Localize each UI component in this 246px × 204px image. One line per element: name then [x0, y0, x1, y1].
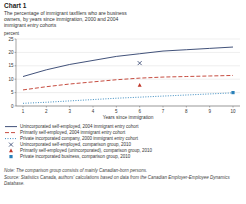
x-tick-label: 8 — [185, 109, 188, 114]
grid-line — [16, 92, 240, 93]
y-tick-label: 10 — [8, 77, 14, 82]
y-axis-label: percent — [4, 31, 20, 36]
axes: 0 5 10 15 20 25 1 2 3 4 5 6 7 8 9 10 Years since immigra… — [8, 37, 240, 121]
point — [138, 83, 142, 87]
series-line — [23, 75, 233, 89]
point — [138, 61, 142, 65]
x-tick-label: 9 — [208, 109, 211, 114]
grid-line — [16, 52, 240, 53]
legend-label: Primarily self-employed, 2004 immigrant … — [20, 130, 126, 135]
legend-item: Primarily self-employed (unincorporated)… — [9, 148, 153, 153]
legend-label: Primarily self-employed (unincorporated)… — [20, 148, 153, 153]
x-axis-label: Years since immigration — [103, 115, 154, 120]
legend-item: Private incorporated business, compariso… — [9, 154, 130, 159]
legend-swatch — [9, 143, 13, 147]
point — [231, 91, 234, 94]
x-tick-label: 6 — [138, 109, 141, 114]
y-tick-label: 20 — [8, 50, 14, 55]
annotation: Source: Statistics Canada, authors' calc… — [4, 175, 230, 180]
legend-item: Primarily self-employed, 2004 immigrant … — [5, 130, 126, 135]
legend-label: Unincorporated self-employed, 2004 immig… — [20, 124, 139, 129]
y-tick-label: 25 — [8, 37, 14, 42]
x-tick-label: 4 — [92, 109, 95, 114]
legend-swatch — [5, 138, 17, 139]
series-line — [23, 93, 233, 103]
legend: Unincorporated self-employed, 2004 immig… — [5, 124, 153, 159]
annotation: Note: The comparison group consists of m… — [4, 168, 147, 173]
x-tick-label: 3 — [68, 109, 71, 114]
subtitle: immigrant entry cohorts — [4, 22, 57, 28]
legend-item: Private incorporated company, 2000 immig… — [5, 136, 139, 141]
legend-label: Unincorporated self-employed, comparison… — [20, 142, 132, 147]
plot-area — [23, 47, 235, 103]
x-tick-label: 7 — [162, 109, 165, 114]
legend-swatch — [5, 126, 17, 127]
legend-item: Unincorporated self-employed, comparison… — [9, 142, 132, 147]
legend-label: Private incorporated business, compariso… — [20, 154, 131, 159]
x-axis-line — [16, 106, 240, 107]
x-tick-label: 1 — [22, 109, 25, 114]
legend-swatch — [5, 132, 17, 133]
chart: Chart 1The percentage of immigrant taxfi… — [0, 0, 246, 204]
grid-line — [16, 65, 240, 66]
y-tick-label: 0 — [11, 104, 14, 109]
annotation: Database. — [4, 181, 25, 186]
title: Chart 1 — [4, 2, 27, 9]
grid-line — [16, 106, 240, 107]
y-tick-label: 5 — [11, 90, 14, 95]
series-line — [23, 47, 233, 76]
y-axis-line — [16, 39, 17, 106]
legend-swatch — [9, 149, 13, 153]
legend-label: Private incorporated company, 2000 immig… — [20, 136, 139, 141]
x-tick-label: 5 — [115, 109, 118, 114]
x-tick-label: 10 — [230, 109, 236, 114]
legend-item: Unincorporated self-employed, 2004 immig… — [5, 124, 139, 129]
y-tick-label: 15 — [8, 63, 14, 68]
legend-swatch — [9, 155, 12, 158]
x-tick-label: 2 — [45, 109, 48, 114]
grid-line — [16, 39, 240, 40]
